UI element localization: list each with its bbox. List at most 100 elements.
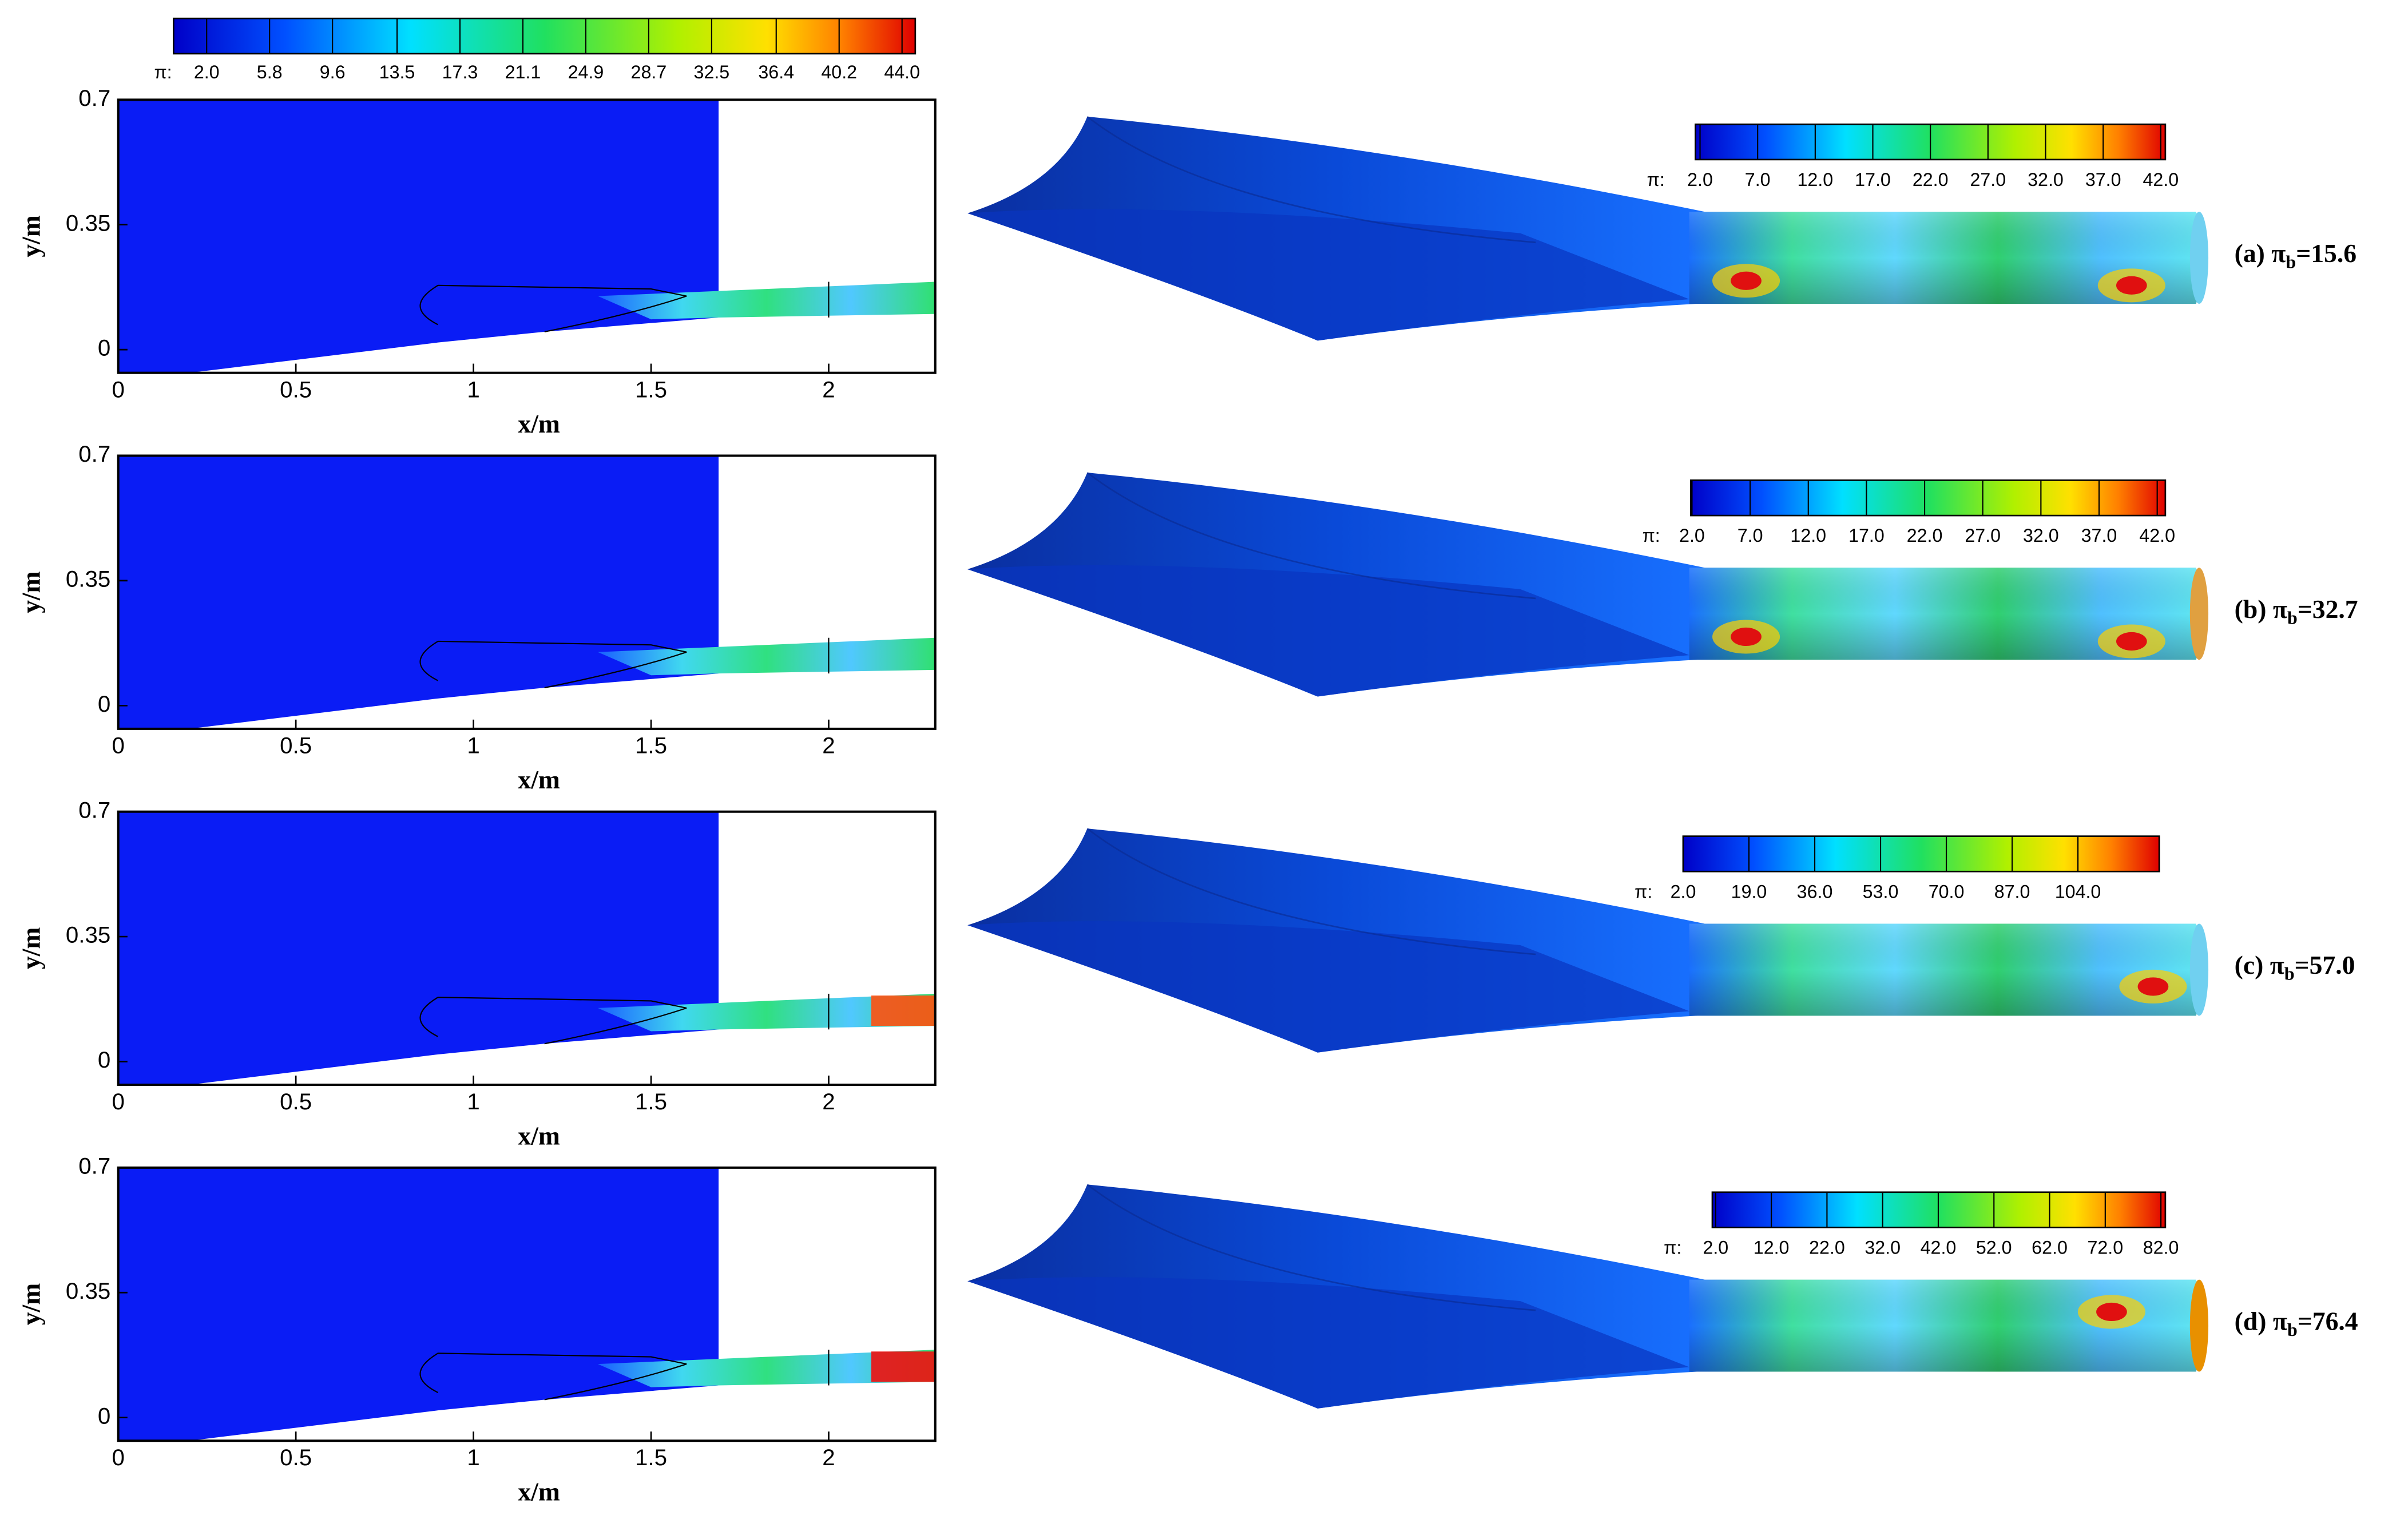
- panel-label-part: b: [2284, 963, 2295, 984]
- panel-label-part: b: [2287, 608, 2298, 628]
- colorbar-label: π:: [1635, 881, 1652, 902]
- ramp-solid: [189, 673, 719, 729]
- cylinder-end: [2189, 1279, 2209, 1372]
- isolator-flow: [597, 993, 935, 1032]
- x-axis-label: x/m: [518, 765, 560, 794]
- colorbar-tick-label: 27.0: [1965, 525, 2001, 546]
- x-tick-label: 0: [112, 1445, 124, 1470]
- panel-label-part: =76.4: [2298, 1307, 2358, 1336]
- colorbar-tick-label: 42.0: [2139, 525, 2175, 546]
- y-axis-label: y/m: [17, 215, 46, 257]
- colorbar-tick-label: 22.0: [1907, 525, 1943, 546]
- colorbar-tick-label: 72.0: [2087, 1238, 2123, 1258]
- colorbar-tick-label: 12.0: [1754, 1238, 1790, 1258]
- colorbar-label: π:: [1664, 1238, 1681, 1258]
- colorbar-label: π:: [1647, 169, 1665, 190]
- y-axis-label: y/m: [17, 1283, 46, 1325]
- y-tick-label: 0: [98, 335, 110, 361]
- cylinder-shade: [1689, 1279, 2204, 1372]
- colorbar-label: π:: [154, 62, 172, 82]
- colorbar-tick-label: 52.0: [1976, 1238, 2012, 1258]
- colorbar-tick-label: 22.0: [1913, 169, 1949, 190]
- x-tick-label: 2: [822, 1089, 835, 1115]
- x-axis-label: x/m: [518, 1121, 560, 1150]
- cowl-line: [419, 640, 687, 689]
- x-tick-label: 0.5: [280, 733, 312, 759]
- panel-label-part: =15.6: [2296, 239, 2357, 268]
- colorbar-tick-label: 2.0: [1679, 525, 1705, 546]
- x-tick-label: 2: [822, 377, 835, 403]
- x-tick-label: 0: [112, 1089, 124, 1115]
- x-axis-label: x/m: [518, 1477, 560, 1506]
- colorbar-tick-label: 7.0: [1737, 525, 1763, 546]
- cowl-line: [419, 284, 687, 332]
- cylinder-end: [2189, 568, 2209, 660]
- y-tick-label: 0: [98, 1403, 110, 1429]
- colorbar-tick-label: 17.0: [1848, 525, 1885, 546]
- x-tick-label: 1: [467, 1445, 479, 1470]
- x-tick-label: 1: [467, 733, 479, 759]
- panel-label: (d) πb=76.4: [2235, 1307, 2358, 1340]
- colorbar-tick-label: 40.2: [821, 62, 857, 82]
- y-tick-label: 0.7: [78, 797, 110, 823]
- isolator-flow: [597, 281, 935, 320]
- panel-label-part: (d) π: [2235, 1307, 2287, 1336]
- hot-spot: [2116, 276, 2147, 295]
- colorbar-tick-label: 24.9: [568, 62, 604, 82]
- y-tick-label: 0.35: [66, 922, 110, 948]
- plot-frame: [117, 810, 937, 1086]
- x-tick-label: 0.5: [280, 377, 312, 403]
- y-tick-label: 0: [98, 1047, 110, 1073]
- x-tick-label: 1.5: [635, 1445, 667, 1470]
- colorbar-tick-label: 19.0: [1731, 881, 1767, 902]
- colorbar-tick-label: 22.0: [1809, 1238, 1845, 1258]
- inlet-edge: [1086, 116, 1536, 244]
- y-axis-label: y/m: [17, 571, 46, 613]
- panel-label-part: (a) π: [2235, 239, 2286, 268]
- plot-frame: [117, 454, 937, 730]
- colorbar-tick-label: 42.0: [1921, 1238, 1957, 1258]
- colorbar-tick-label: 62.0: [2032, 1238, 2068, 1258]
- render-3d: [967, 1184, 2209, 1409]
- cowl-line: [419, 1353, 687, 1401]
- x-axis-label: x/m: [518, 409, 560, 438]
- y-tick-label: 0.7: [78, 441, 110, 467]
- x-tick-label: 1: [467, 377, 479, 403]
- hot-region: [871, 996, 935, 1026]
- x-tick-label: 2: [822, 733, 835, 759]
- inlet-edge: [1086, 828, 1536, 955]
- colorbar-tick-label: 37.0: [2085, 169, 2121, 190]
- ramp-solid: [189, 1385, 719, 1441]
- panel-label-part: (c) π: [2235, 951, 2284, 980]
- colorbar-tick-label: 32.0: [2028, 169, 2064, 190]
- cylinder-end: [2189, 212, 2209, 304]
- colorbar-tick-label: 2.0: [1703, 1238, 1728, 1258]
- cylinder-shade: [1689, 212, 2204, 304]
- colorbar-tick-label: 9.6: [320, 62, 346, 82]
- y-tick-label: 0.7: [78, 85, 110, 111]
- x-tick-label: 2: [822, 1445, 835, 1470]
- colorbar-tick-label: 104.0: [2055, 881, 2101, 902]
- colorbar: [1682, 835, 2160, 872]
- ramp-solid: [189, 1029, 719, 1085]
- colorbar-tick-label: 37.0: [2081, 525, 2117, 546]
- plot-frame: [117, 1166, 937, 1442]
- colorbar-tick-label: 27.0: [1970, 169, 2006, 190]
- colorbar-tick-label: 32.0: [1864, 1238, 1901, 1258]
- y-axis-label: y/m: [17, 927, 46, 969]
- hot-spot: [2137, 977, 2169, 996]
- inlet-edge: [1086, 471, 1536, 600]
- plot-frame: [117, 98, 937, 374]
- x-tick-label: 0.5: [280, 1445, 312, 1470]
- hot-spot: [2096, 1302, 2127, 1322]
- inlet-facet: [967, 921, 1689, 1053]
- render-3d: [967, 828, 2209, 1053]
- panel-label: (c) πb=57.0: [2235, 951, 2355, 984]
- hot-region: [871, 1351, 935, 1382]
- inlet-facet: [967, 209, 1689, 341]
- cowl-line: [419, 997, 687, 1045]
- x-tick-label: 1.5: [635, 1089, 667, 1115]
- colorbar-tick-label: 17.0: [1855, 169, 1891, 190]
- colorbar-label: π:: [1643, 525, 1660, 546]
